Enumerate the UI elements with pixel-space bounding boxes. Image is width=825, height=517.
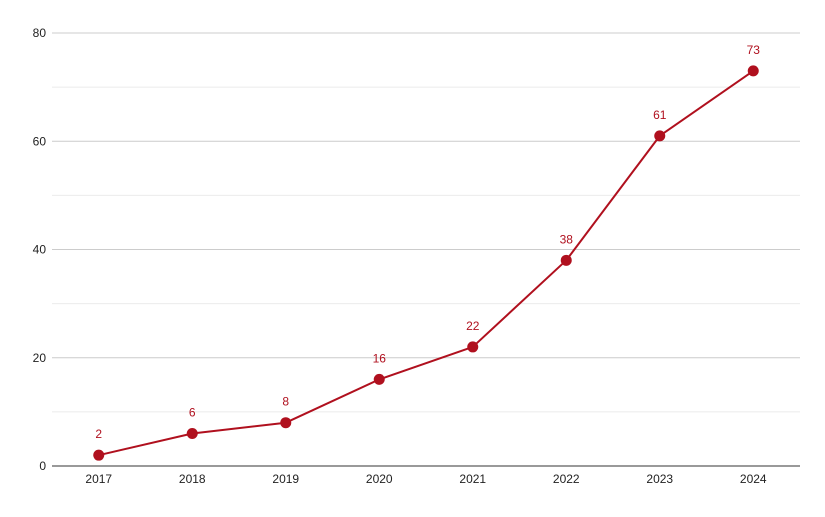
x-tick-label: 2020	[366, 472, 393, 486]
data-label: 22	[466, 319, 480, 333]
series-layer	[93, 65, 759, 461]
data-label: 38	[560, 232, 574, 246]
data-point	[467, 341, 479, 353]
data-label: 16	[373, 351, 387, 365]
data-label: 2	[95, 427, 102, 441]
y-tick-label: 0	[39, 459, 46, 473]
series-line	[98, 70, 754, 457]
x-tick-label: 2021	[459, 472, 486, 486]
x-tick-label: 2019	[272, 472, 299, 486]
data-label: 61	[653, 108, 667, 122]
data-label: 6	[189, 406, 196, 420]
y-tick-label: 40	[33, 243, 47, 257]
data-point	[560, 254, 572, 266]
x-tick-label: 2018	[179, 472, 206, 486]
axis-layer: 0 20 40 60 80 2017 2018 2019 2020 2021 2022 2023 202…	[33, 26, 800, 486]
data-label: 8	[282, 395, 289, 409]
data-point	[186, 428, 198, 440]
data-point	[654, 130, 666, 142]
data-point	[280, 417, 292, 429]
data-label: 73	[747, 43, 761, 57]
data-point	[373, 373, 385, 385]
y-tick-label: 60	[33, 134, 47, 148]
x-tick-label: 2024	[740, 472, 767, 486]
x-tick-label: 2023	[646, 472, 673, 486]
data-point	[93, 449, 105, 461]
y-tick-label: 20	[33, 351, 47, 365]
grid-layer	[52, 32, 800, 413]
x-tick-label: 2017	[85, 472, 112, 486]
label-layer: 2 6 8 16 22 38 61 73	[95, 43, 760, 441]
data-point	[747, 65, 759, 77]
y-tick-label: 80	[33, 26, 47, 40]
x-tick-label: 2022	[553, 472, 580, 486]
